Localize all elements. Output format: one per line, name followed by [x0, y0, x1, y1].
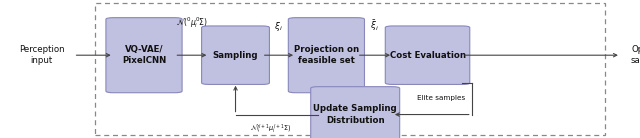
Text: Cost Evaluation: Cost Evaluation	[390, 51, 465, 60]
Text: VQ-VAE/
PixelCNN: VQ-VAE/ PixelCNN	[122, 45, 166, 65]
FancyBboxPatch shape	[311, 87, 400, 138]
Text: $\mathcal{N}(^{l+1}\mu_i^{l+1}\Sigma)$: $\mathcal{N}(^{l+1}\mu_i^{l+1}\Sigma)$	[250, 123, 291, 136]
Bar	[95, 3, 605, 135]
Text: Sampling: Sampling	[212, 51, 259, 60]
Text: Update Sampling
Distribution: Update Sampling Distribution	[314, 104, 397, 125]
Text: $\xi_i$: $\xi_i$	[275, 20, 284, 33]
Text: Projection on
feasible set: Projection on feasible set	[294, 45, 359, 65]
Text: Elite samples: Elite samples	[417, 95, 465, 101]
Text: Perception
input: Perception input	[19, 46, 65, 65]
FancyBboxPatch shape	[288, 18, 365, 93]
Text: Optimal
samples: Optimal samples	[630, 46, 640, 65]
Text: $\mathcal{N}(^0\mu_i^0\Sigma)$: $\mathcal{N}(^0\mu_i^0\Sigma)$	[176, 15, 208, 30]
FancyBboxPatch shape	[106, 18, 182, 93]
FancyBboxPatch shape	[385, 26, 470, 84]
Text: $\bar{\xi}_i$: $\bar{\xi}_i$	[371, 18, 380, 33]
FancyBboxPatch shape	[202, 26, 269, 84]
